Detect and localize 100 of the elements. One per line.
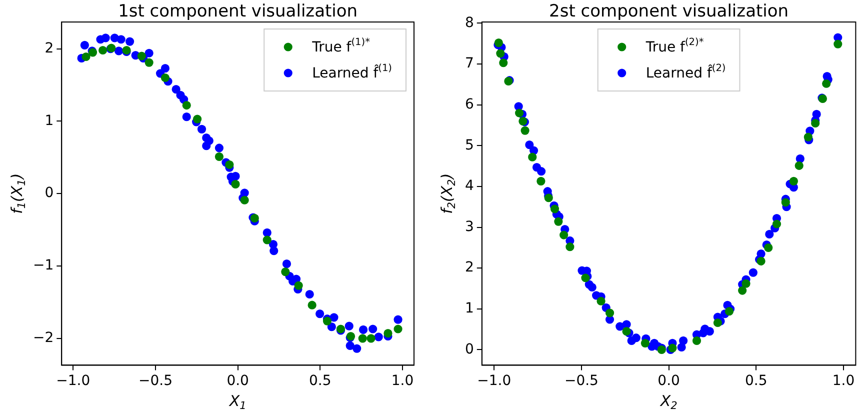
y-tick-label: 6 [464,96,474,112]
x-tick-label: −1.0 [477,373,512,390]
y-tick-label: 1 [464,300,474,317]
point [724,307,734,316]
point [160,64,170,73]
point [214,152,224,161]
point [811,118,820,128]
point [282,260,292,268]
point [98,46,108,55]
point [804,132,812,142]
y-tick-label: 7 [464,56,474,72]
y-tick-label: 2 [44,40,54,56]
point [713,318,722,328]
x-tick-label: 1.0 [391,373,414,390]
point [344,322,354,330]
y-tick-label: 5 [464,137,474,154]
point [231,180,240,188]
point [499,58,508,68]
point [214,144,224,152]
x-tick-label: −0.5 [138,373,172,390]
point [384,329,392,338]
point [368,324,378,334]
y-tick-label: −2 [32,330,54,346]
point [327,322,336,332]
chart-title: 1st component visualization [118,1,358,22]
point [550,204,560,214]
point [193,114,202,124]
point [225,160,234,169]
point [270,246,278,256]
point [202,142,211,150]
point [352,344,362,353]
point [114,46,124,56]
point [834,40,842,48]
point [358,334,367,343]
y-tick-label: 4 [464,178,474,194]
point [781,198,790,207]
x-tick-label: 1.0 [832,373,855,390]
point [394,324,402,334]
point [262,228,272,237]
point [692,336,702,346]
point [144,48,154,58]
point [536,176,546,186]
point [738,286,747,295]
point [346,341,354,350]
point [281,268,290,276]
point [560,230,568,240]
point [605,308,614,318]
x-tick-label: 0.5 [309,373,332,390]
point [80,40,89,50]
point [82,52,90,62]
point [182,112,191,122]
point [160,73,170,82]
y-tick-label: 0 [464,341,474,358]
x-tick-label: 0.0 [226,373,249,390]
point [144,58,154,67]
point [554,217,563,226]
y-tick-label: 8 [464,14,474,31]
y-tick-label: 0 [44,185,54,202]
point [822,79,831,88]
point [496,49,505,58]
point [101,34,110,42]
point [764,243,773,252]
y-tick-label: 2 [464,260,474,276]
point [528,152,537,162]
point [308,300,316,310]
point [520,126,530,135]
point [640,338,650,348]
y-tick-label: 1 [44,112,54,129]
point [794,161,804,170]
point [240,188,249,198]
point [294,281,303,290]
point [622,327,631,336]
point [374,332,383,342]
point [742,279,750,288]
x-tick-label: 0.5 [745,373,768,390]
y-tick-label: 3 [464,218,474,235]
point [116,35,126,44]
x-tick-label: −0.5 [564,373,598,390]
point [330,313,338,322]
point [514,108,524,118]
y-tick-label: −1 [32,258,54,274]
chart-title: 2st component visualization [549,1,789,22]
point [596,296,606,306]
point [366,334,376,343]
point [126,37,134,46]
point [358,325,368,334]
point [172,85,180,94]
point [566,242,574,252]
point [262,236,272,244]
y-axis-title: f2(X2) [438,173,458,214]
point [316,309,324,318]
point [772,220,782,228]
point [305,290,314,299]
point [789,176,798,186]
point [394,315,402,324]
y-axis-title: f1(X1) [8,173,28,214]
x-tick-label: −1.0 [56,373,90,390]
point [197,124,206,134]
x-tick-label: 0.0 [658,373,680,390]
point [182,100,191,110]
